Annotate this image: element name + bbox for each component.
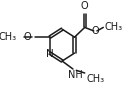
Text: N: N [46,49,54,58]
Text: CH₃: CH₃ [0,32,17,42]
Text: CH₃: CH₃ [105,22,123,32]
Text: CH₃: CH₃ [87,74,105,84]
Text: NH: NH [68,70,82,80]
Text: O: O [92,26,99,36]
Text: O: O [81,1,89,11]
Text: O: O [24,32,32,42]
